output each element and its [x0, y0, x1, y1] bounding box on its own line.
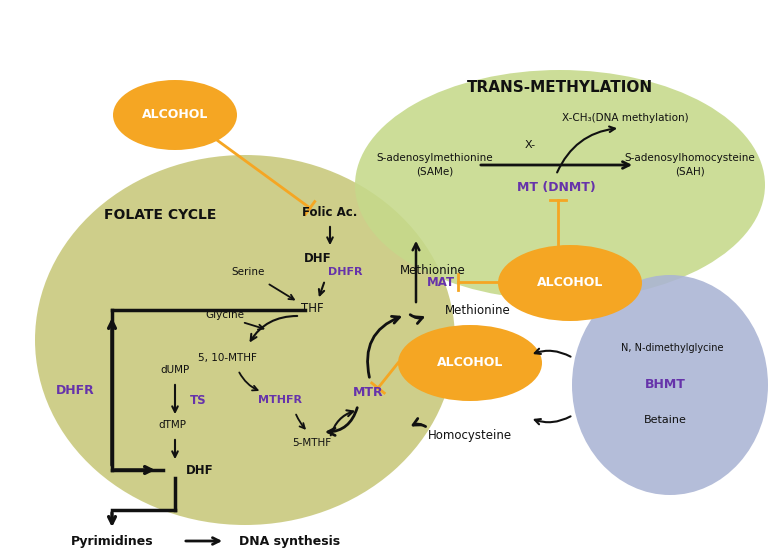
- Text: N, N-dimethylglycine: N, N-dimethylglycine: [621, 343, 723, 353]
- Text: X-CH₃(DNA methylation): X-CH₃(DNA methylation): [562, 113, 689, 123]
- Ellipse shape: [498, 245, 642, 321]
- Text: dUMP: dUMP: [160, 365, 190, 375]
- Text: Homocysteine: Homocysteine: [428, 429, 512, 441]
- Text: Serine: Serine: [231, 267, 264, 277]
- Ellipse shape: [355, 70, 765, 300]
- Ellipse shape: [35, 155, 455, 525]
- Text: MT (DNMT): MT (DNMT): [517, 181, 595, 195]
- Text: MAT: MAT: [427, 276, 455, 288]
- Text: S-adenosylhomocysteine: S-adenosylhomocysteine: [625, 153, 756, 163]
- Text: MTR: MTR: [352, 387, 383, 400]
- Text: TRANS-METHYLATION: TRANS-METHYLATION: [467, 80, 653, 95]
- Text: Glycine: Glycine: [206, 310, 244, 320]
- Text: (SAMe): (SAMe): [416, 167, 453, 177]
- Text: ALCOHOL: ALCOHOL: [142, 108, 208, 122]
- Text: Folic Ac.: Folic Ac.: [302, 206, 358, 219]
- Text: Betaine: Betaine: [644, 415, 686, 425]
- Text: DHF: DHF: [305, 252, 332, 264]
- Text: 5, 10-MTHF: 5, 10-MTHF: [197, 353, 257, 363]
- Text: TS: TS: [190, 393, 207, 406]
- Text: 5-MTHF: 5-MTHF: [292, 438, 332, 448]
- Text: X-: X-: [524, 140, 536, 150]
- Text: DHFR: DHFR: [56, 383, 94, 397]
- Text: S-adenosylmethionine: S-adenosylmethionine: [377, 153, 493, 163]
- Text: Methionine: Methionine: [445, 304, 510, 316]
- Text: BHMT: BHMT: [645, 378, 685, 392]
- Text: DNA synthesis: DNA synthesis: [240, 535, 341, 547]
- Text: THF: THF: [301, 301, 323, 315]
- Text: (SAH): (SAH): [675, 167, 705, 177]
- Ellipse shape: [398, 325, 542, 401]
- Text: FOLATE CYCLE: FOLATE CYCLE: [104, 208, 216, 222]
- Ellipse shape: [572, 275, 768, 495]
- Text: MTHFR: MTHFR: [258, 395, 302, 405]
- Text: ALCOHOL: ALCOHOL: [537, 277, 603, 290]
- Text: Methionine: Methionine: [400, 263, 466, 277]
- Text: DHF: DHF: [186, 464, 214, 477]
- Text: DHFR: DHFR: [328, 267, 362, 277]
- Text: Pyrimidines: Pyrimidines: [71, 535, 153, 547]
- Ellipse shape: [113, 80, 237, 150]
- Text: dTMP: dTMP: [158, 420, 186, 430]
- Text: ALCOHOL: ALCOHOL: [437, 357, 503, 369]
